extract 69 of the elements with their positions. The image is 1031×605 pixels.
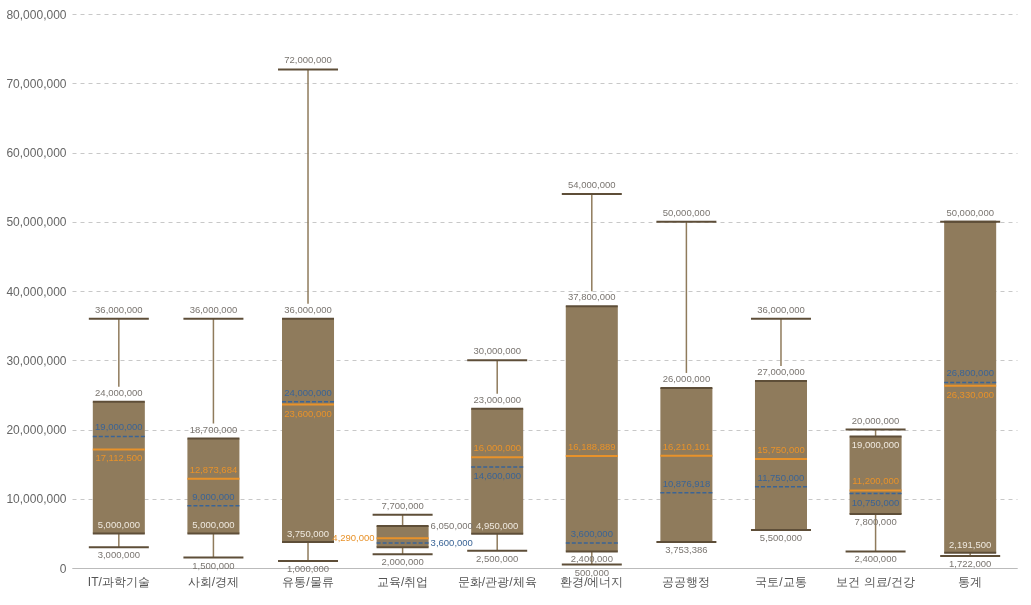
annotation: 26,330,000 <box>946 388 994 400</box>
annotation: 2,191,500 <box>949 538 992 550</box>
annotation: 2,400,000 <box>854 553 897 565</box>
annotation: 26,800,000 <box>946 367 994 379</box>
annotation: 3,000,000 <box>97 549 140 561</box>
x-tick-label: 공공행정 <box>662 574 711 589</box>
y-tick-label: 40,000,000 <box>6 284 67 299</box>
annotation: 24,000,000 <box>95 386 143 398</box>
annotation: 20,000,000 <box>851 414 900 426</box>
y-tick-label: 80,000,000 <box>6 7 67 22</box>
x-tick-label: 문화/관광/체육 <box>457 574 537 589</box>
annotation: 1,000,000 <box>286 563 330 575</box>
annotation: 10,750,000 <box>851 496 900 508</box>
x-tick-label: 사회/경제 <box>187 574 240 589</box>
annotation: 27,000,000 <box>757 366 805 378</box>
annotation: 23,000,000 <box>473 393 521 405</box>
annotation: 54,000,000 <box>568 179 616 191</box>
annotation: 14,600,000 <box>473 469 521 481</box>
y-tick-label: 60,000,000 <box>6 146 67 160</box>
y-tick-label: 30,000,000 <box>6 353 67 368</box>
annotation: 19,000,000 <box>851 439 900 451</box>
annotation: 2,000,000 <box>381 556 424 568</box>
annotation: 50,000,000 <box>946 206 994 218</box>
y-tick-label: 20,000,000 <box>6 423 67 437</box>
annotation: 50,000,000 <box>662 206 711 218</box>
annotation: 16,188,889 <box>568 440 616 452</box>
x-tick-label: 보건 의료/건강 <box>836 574 915 589</box>
x-tick-label: 유통/물류 <box>282 574 334 589</box>
annotation: 12,873,684 <box>189 463 238 475</box>
annotation: 1,500,000 <box>192 559 235 571</box>
annotation: 30,000,000 <box>473 345 521 357</box>
annotation: 36,000,000 <box>757 303 805 315</box>
annotation: 3,600,000 <box>430 537 473 549</box>
y-tick-label: 50,000,000 <box>6 215 67 230</box>
annotation: 37,800,000 <box>568 291 616 303</box>
annotation: 72,000,000 <box>284 54 332 66</box>
annotation: 3,600,000 <box>570 528 613 540</box>
y-tick-label: 10,000,000 <box>6 492 67 507</box>
annotation: 10,876,918 <box>662 477 711 489</box>
annotation: 16,000,000 <box>473 442 521 454</box>
annotation: 23,600,000 <box>284 407 332 419</box>
annotation: 11,200,000 <box>852 475 899 487</box>
annotation: 3,753,386 <box>665 544 708 556</box>
annotation: 9,000,000 <box>192 490 235 502</box>
annotation: 4,950,000 <box>476 519 519 531</box>
annotation: 11,750,000 <box>757 471 805 483</box>
annotation: 2,500,000 <box>476 552 519 564</box>
annotation: 24,000,000 <box>284 386 332 398</box>
y-tick-label: 70,000,000 <box>6 76 67 91</box>
annotation: 17,112,500 <box>95 452 143 464</box>
y-tick-label: 0 <box>59 561 67 576</box>
annotation: 36,000,000 <box>189 303 238 315</box>
annotation: 26,000,000 <box>662 372 711 384</box>
x-tick-label: 교육/취업 <box>376 574 429 589</box>
annotation: 18,700,000 <box>189 423 238 435</box>
x-tick-label: 국토/교통 <box>755 574 807 589</box>
annotation: 36,000,000 <box>95 303 143 315</box>
annotation: 3,750,000 <box>286 528 330 540</box>
annotation: 36,000,000 <box>284 303 332 315</box>
annotation: 5,000,000 <box>97 519 140 531</box>
annotation: 1,722,000 <box>949 558 992 570</box>
annotation: 19,000,000 <box>95 421 143 433</box>
annotation: 5,000,000 <box>192 519 235 531</box>
annotation: 16,210,101 <box>662 440 711 452</box>
x-tick-label: IT/과학기술 <box>87 574 150 589</box>
annotation: 15,750,000 <box>757 443 805 455</box>
x-tick-label: 통계 <box>958 574 983 589</box>
annotation: 7,700,000 <box>381 499 424 511</box>
annotation: 5,500,000 <box>759 531 803 543</box>
